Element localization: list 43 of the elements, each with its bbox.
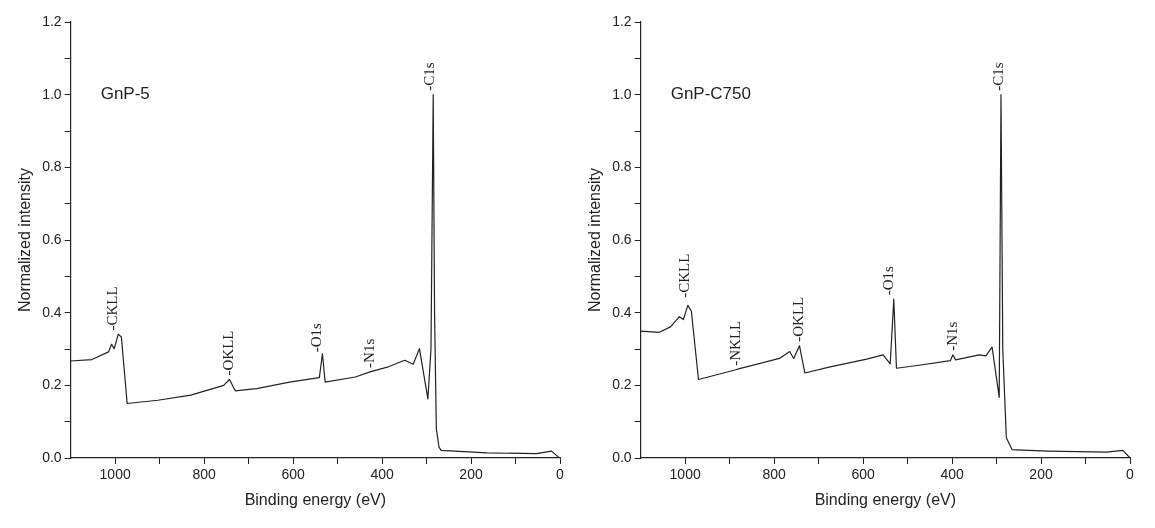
annotation: -CKLL [104,286,121,331]
x-axis-title: Binding energy (eV) [244,490,387,508]
x-axis-title: Binding energy (eV) [814,490,957,508]
annotation: -O1s [879,265,896,296]
y-tick-label: 0.4 [42,303,62,320]
y-tick-label: 1.0 [612,85,632,102]
annotation: -O1s [308,322,325,353]
annotation: -C1s [989,62,1006,91]
annotation: -OKLL [220,330,237,376]
annotation: -N1s [360,338,377,368]
x-tick-label: 1000 [669,466,701,483]
annotation: -CKLL [676,253,693,298]
y-tick-label: 0.2 [42,376,62,393]
annotation: GnP-5 [100,84,150,104]
x-tick-label: 1000 [99,466,131,483]
x-tick-label: 600 [281,466,305,483]
y-tick-label: 0.8 [42,158,62,175]
x-tick-label: 400 [940,466,964,483]
x-tick-label: 400 [370,466,394,483]
y-tick-label: 1.2 [612,12,632,29]
x-tick-label: 200 [1029,466,1053,483]
x-tick-label: 800 [762,466,787,483]
annotation: -N1s [943,321,960,351]
x-tick-label: 800 [192,466,217,483]
x-tick-label: 0 [1126,466,1135,483]
y-tick-label: 0.6 [42,230,62,247]
y-tick-label: 0.0 [612,448,632,465]
y-axis-title: Normalized intensity [586,167,604,313]
x-tick-label: 600 [851,466,875,483]
y-tick-label: 0.2 [612,376,632,393]
annotation: GnP-C750 [670,84,751,104]
y-tick-label: 1.2 [42,12,62,29]
annotation: -NKLL [726,320,743,366]
annotation: -C1s [421,62,438,91]
annotation: -OKLL [790,296,807,342]
y-tick-label: 0.4 [612,303,632,320]
y-tick-label: 0.6 [612,230,632,247]
y-tick-label: 1.0 [42,85,62,102]
y-tick-label: 0.8 [612,158,632,175]
y-axis-title: Normalized intensity [16,167,34,313]
x-tick-label: 0 [556,466,565,483]
x-tick-label: 200 [459,466,483,483]
y-tick-label: 0.0 [42,448,62,465]
